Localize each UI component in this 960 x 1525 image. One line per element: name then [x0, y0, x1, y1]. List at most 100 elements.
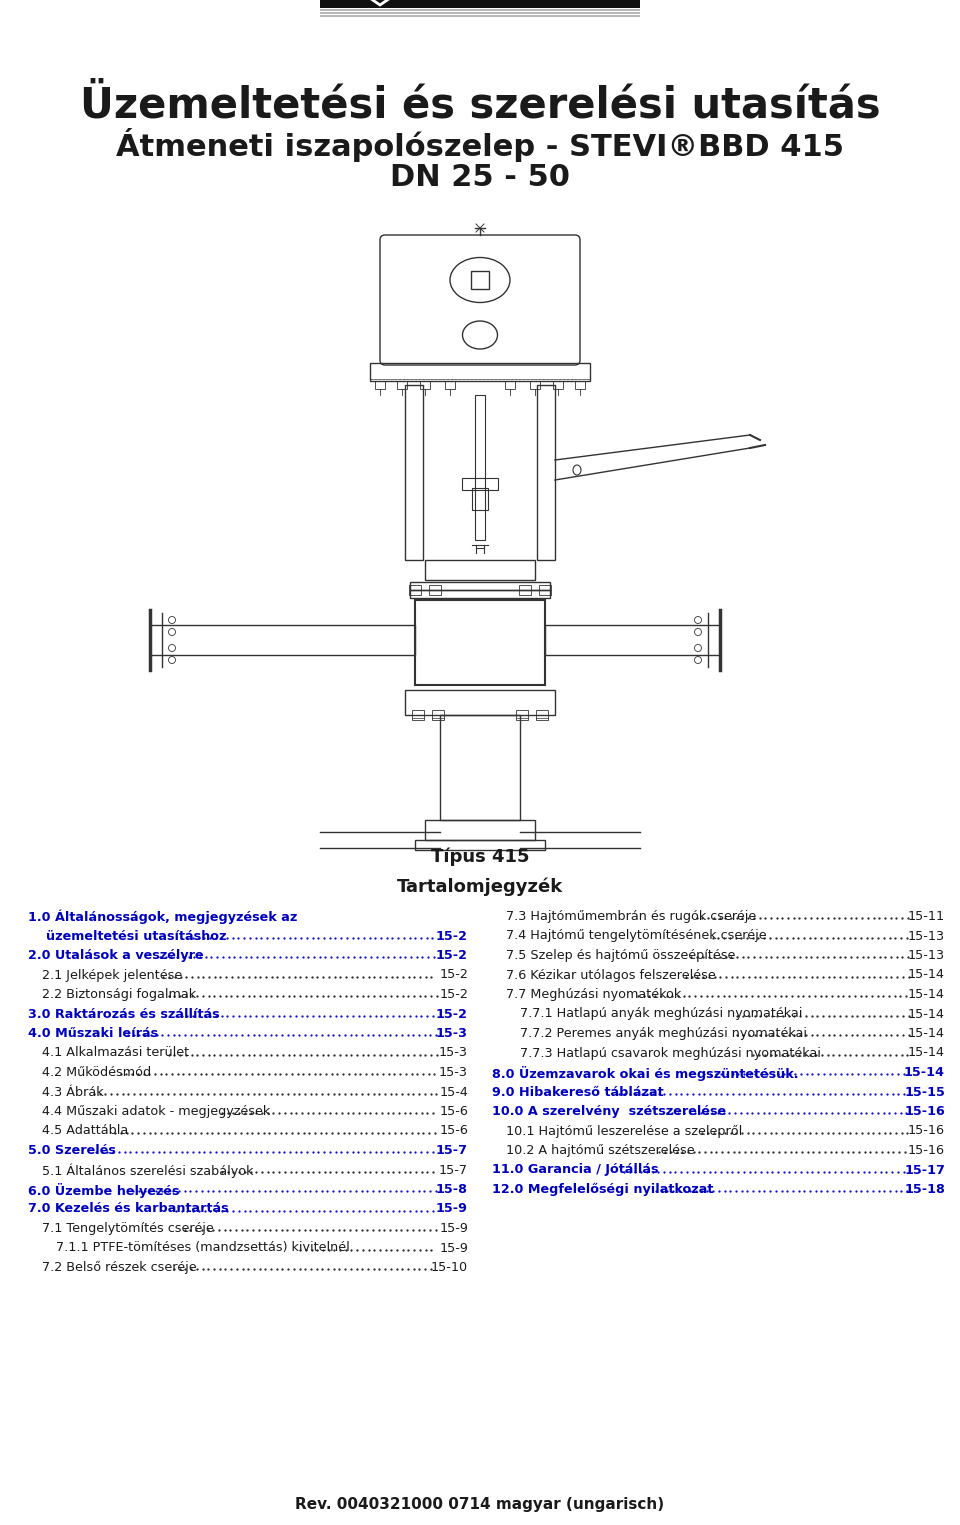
Text: 15-14: 15-14	[908, 1046, 945, 1060]
Text: 4.1 Alkalmazási terület: 4.1 Alkalmazási terület	[42, 1046, 189, 1060]
Text: 3.0 Raktározás és szállítás: 3.0 Raktározás és szállítás	[28, 1008, 220, 1020]
Bar	[537, 384, 555, 560]
Bar	[575, 381, 585, 389]
Bar	[320, 0, 640, 8]
Text: 15-17: 15-17	[904, 1164, 945, 1176]
Bar	[150, 625, 415, 656]
Text: 7.7.1 Hatlapú anyák meghúzási nyomatékai: 7.7.1 Hatlapú anyák meghúzási nyomatékai	[520, 1008, 803, 1020]
Bar	[410, 583, 550, 590]
Text: 12.0 Megfelelőségi nyilatkozat: 12.0 Megfelelőségi nyilatkozat	[492, 1183, 713, 1196]
Text: 15-14: 15-14	[908, 1008, 945, 1020]
Bar	[475, 395, 485, 540]
Text: Rev. 0040321000 0714 magyar (ungarisch): Rev. 0040321000 0714 magyar (ungarisch)	[296, 1498, 664, 1511]
Bar	[530, 381, 540, 389]
Text: 2.2 Biztonsági fogalmak: 2.2 Biztonsági fogalmak	[42, 988, 196, 1000]
Text: 7.1.1 PTFE-tömítéses (mandzsettás) kivitelnél: 7.1.1 PTFE-tömítéses (mandzsettás) kivit…	[56, 1241, 349, 1255]
Text: 15-2: 15-2	[436, 949, 468, 962]
Bar	[553, 381, 563, 389]
Text: 6.0 Üzembe helyezés: 6.0 Üzembe helyezés	[28, 1183, 180, 1199]
Bar	[445, 381, 455, 389]
Bar	[440, 715, 520, 820]
Text: Üzemeltetési és szerelési utasítás: Üzemeltetési és szerelési utasítás	[80, 85, 880, 127]
Text: 9.0 Hibakereső táblázat: 9.0 Hibakereső táblázat	[492, 1086, 663, 1098]
Text: 2.0 Utalások a veszélyre: 2.0 Utalások a veszélyre	[28, 949, 204, 962]
Bar	[412, 711, 424, 720]
Text: 15-14: 15-14	[904, 1066, 945, 1080]
Text: 15-13: 15-13	[908, 949, 945, 962]
Text: 15-14: 15-14	[908, 988, 945, 1000]
Text: DN 25 - 50: DN 25 - 50	[390, 163, 570, 192]
Text: 1.0 Általánosságok, megjegyzések az: 1.0 Általánosságok, megjegyzések az	[28, 910, 298, 924]
Bar	[505, 381, 515, 389]
Bar	[462, 477, 498, 490]
Bar	[471, 271, 489, 290]
Bar	[539, 586, 551, 595]
Bar	[432, 711, 444, 720]
Bar	[472, 488, 488, 509]
Bar	[375, 381, 385, 389]
Text: 5.0 Szerelés: 5.0 Szerelés	[28, 1144, 116, 1157]
Text: 15-10: 15-10	[431, 1261, 468, 1273]
Text: 15-14: 15-14	[908, 1026, 945, 1040]
Bar	[405, 384, 423, 560]
Text: Típus 415: Típus 415	[431, 848, 529, 866]
Text: 15-16: 15-16	[904, 1106, 945, 1118]
Bar	[410, 590, 550, 598]
Bar	[415, 599, 545, 685]
Text: 15-3: 15-3	[439, 1046, 468, 1060]
Text: üzemeltetési utasításhoz: üzemeltetési utasításhoz	[28, 930, 227, 942]
Bar	[405, 689, 555, 715]
Text: 7.7.2 Peremes anyák meghúzási nyomatékai: 7.7.2 Peremes anyák meghúzási nyomatékai	[520, 1026, 807, 1040]
Text: 15-9: 15-9	[439, 1222, 468, 1235]
Bar	[397, 381, 407, 389]
Bar	[409, 586, 421, 595]
Bar	[429, 586, 441, 595]
Text: 15-11: 15-11	[908, 910, 945, 923]
Bar	[519, 586, 531, 595]
Text: 15-16: 15-16	[908, 1124, 945, 1138]
Text: 15-2: 15-2	[436, 1008, 468, 1020]
Text: 7.1 Tengelytömítés cseréje: 7.1 Tengelytömítés cseréje	[42, 1222, 214, 1235]
Text: 8.0 Üzemzavarok okai és megszüntetésük.: 8.0 Üzemzavarok okai és megszüntetésük.	[492, 1066, 799, 1081]
Bar	[516, 711, 528, 720]
Text: 7.5 Szelep és hajtómű összeépítése: 7.5 Szelep és hajtómű összeépítése	[506, 949, 735, 962]
Text: 15-4: 15-4	[439, 1086, 468, 1098]
Bar	[536, 711, 548, 720]
Text: Tartalomjegyzék: Tartalomjegyzék	[396, 877, 564, 895]
Text: 15-6: 15-6	[439, 1124, 468, 1138]
Text: 15-13: 15-13	[908, 930, 945, 942]
Text: 7.7 Meghúzási nyomatékok: 7.7 Meghúzási nyomatékok	[506, 988, 682, 1000]
Text: 15-16: 15-16	[908, 1144, 945, 1157]
Text: 15-15: 15-15	[904, 1086, 945, 1098]
Bar	[370, 363, 590, 381]
Text: 15-2: 15-2	[436, 930, 468, 942]
Text: 4.2 Működésmód: 4.2 Működésmód	[42, 1066, 151, 1080]
Bar	[425, 560, 535, 580]
Text: 15-2: 15-2	[439, 988, 468, 1000]
Text: 15-18: 15-18	[904, 1183, 945, 1196]
Text: 11.0 Garancia / Jótállás: 11.0 Garancia / Jótállás	[492, 1164, 659, 1176]
Text: 4.0 Műszaki leírás: 4.0 Műszaki leírás	[28, 1026, 158, 1040]
Text: 7.6 Kézikar utólagos felszerelése: 7.6 Kézikar utólagos felszerelése	[506, 968, 716, 982]
Bar	[545, 625, 720, 656]
Text: 10.1 Hajtómű leszerelése a szelepről: 10.1 Hajtómű leszerelése a szelepről	[506, 1124, 742, 1138]
Text: 7.2 Belső részek cseréje: 7.2 Belső részek cseréje	[42, 1261, 197, 1275]
Text: 15-8: 15-8	[436, 1183, 468, 1196]
Text: 7.4 Hajtómű tengelytömítésének cseréje: 7.4 Hajtómű tengelytömítésének cseréje	[506, 930, 767, 942]
Text: 15-3: 15-3	[439, 1066, 468, 1080]
Text: 5.1 Általános szerelési szabályok: 5.1 Általános szerelési szabályok	[42, 1164, 253, 1177]
Text: 10.0 A szerelvény  szétszerelése: 10.0 A szerelvény szétszerelése	[492, 1106, 726, 1118]
Text: 2.1 Jelképek jelentése: 2.1 Jelképek jelentése	[42, 968, 182, 982]
Text: 4.4 Műszaki adatok - megjegyzések: 4.4 Műszaki adatok - megjegyzések	[42, 1106, 271, 1118]
Text: 15-2: 15-2	[439, 968, 468, 982]
Bar	[420, 381, 430, 389]
Text: 7.3 Hajtóműmembrán és rugók cseréje: 7.3 Hajtóműmembrán és rugók cseréje	[506, 910, 756, 923]
Text: 4.3 Ábrák: 4.3 Ábrák	[42, 1086, 104, 1098]
Text: 7.0 Kezelés és karbantartás: 7.0 Kezelés és karbantartás	[28, 1203, 228, 1215]
Text: 15-7: 15-7	[439, 1164, 468, 1176]
Text: 15-9: 15-9	[439, 1241, 468, 1255]
Text: 7.7.3 Hatlapú csavarok meghúzási nyomatékai: 7.7.3 Hatlapú csavarok meghúzási nyomaté…	[520, 1046, 821, 1060]
Bar	[415, 840, 545, 849]
Text: 10.2 A hajtómű szétszerelése: 10.2 A hajtómű szétszerelése	[506, 1144, 695, 1157]
Text: 15-3: 15-3	[436, 1026, 468, 1040]
